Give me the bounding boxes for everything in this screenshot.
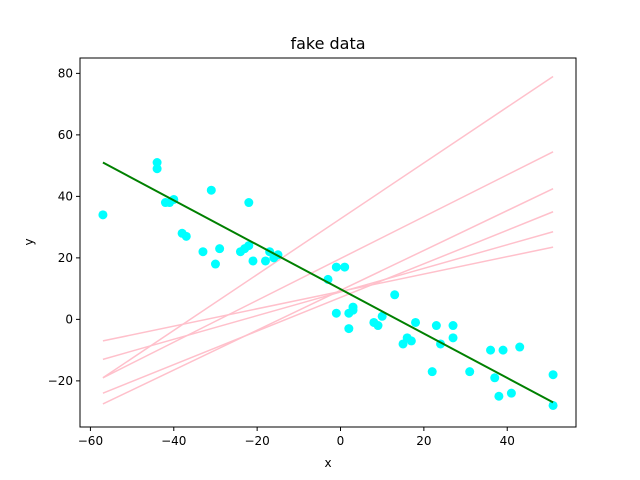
data-point — [152, 158, 162, 168]
y-tick-label: 40 — [58, 189, 73, 203]
axes-frame — [79, 57, 577, 428]
data-point — [244, 241, 254, 251]
x-tick-label: −20 — [244, 434, 269, 448]
data-point — [548, 400, 558, 410]
data-point — [548, 370, 558, 380]
axes-border — [79, 57, 577, 428]
y-tick-label: 20 — [58, 251, 73, 265]
y-tick-label: 60 — [58, 128, 73, 142]
data-point — [373, 321, 383, 331]
data-point — [448, 321, 458, 331]
data-point — [427, 367, 437, 377]
data-point — [406, 336, 416, 346]
data-point — [244, 198, 254, 208]
data-point — [331, 262, 341, 272]
x-tick-label: −60 — [78, 434, 103, 448]
sample-line-6 — [102, 246, 554, 342]
data-point — [390, 290, 400, 300]
data-point — [98, 210, 108, 220]
data-point — [494, 391, 504, 401]
data-point — [490, 373, 500, 383]
y-tick-label: −20 — [48, 374, 73, 388]
sample-line-2 — [102, 151, 554, 379]
x-tick-label: 0 — [337, 434, 345, 448]
data-point — [411, 317, 421, 327]
data-point — [331, 308, 341, 318]
sample-line-5 — [102, 231, 554, 361]
data-point — [515, 342, 525, 352]
plot-area — [98, 75, 558, 410]
x-axis-label: x — [324, 456, 331, 470]
data-point — [348, 302, 358, 312]
data-point — [248, 256, 258, 266]
data-point — [344, 324, 354, 334]
data-point — [198, 247, 208, 257]
fit-line — [102, 161, 554, 404]
x-tick-label: 20 — [416, 434, 431, 448]
y-axis: −20 0 20 40 60 80 — [48, 66, 80, 388]
data-point — [377, 311, 387, 321]
x-axis: −60 −40 −20 0 20 40 — [78, 427, 515, 448]
data-point — [260, 256, 270, 266]
y-tick-label: 0 — [65, 312, 73, 326]
data-point — [215, 244, 225, 254]
data-point — [181, 231, 191, 241]
sample-line-4 — [102, 211, 554, 394]
x-tick-label: −40 — [161, 434, 186, 448]
x-tick-label: 40 — [500, 434, 515, 448]
y-axis-label: y — [22, 238, 36, 245]
data-point — [498, 345, 508, 355]
data-point — [448, 333, 458, 343]
data-point — [465, 367, 475, 377]
data-point — [486, 345, 496, 355]
data-point — [152, 164, 162, 174]
data-point — [340, 262, 350, 272]
data-point — [206, 185, 216, 195]
data-point — [431, 321, 441, 331]
sample-line-1 — [102, 75, 554, 379]
data-point — [210, 259, 220, 269]
y-tick-label: 80 — [58, 66, 73, 80]
data-point — [506, 388, 516, 398]
chart-title: fake data — [290, 34, 365, 53]
